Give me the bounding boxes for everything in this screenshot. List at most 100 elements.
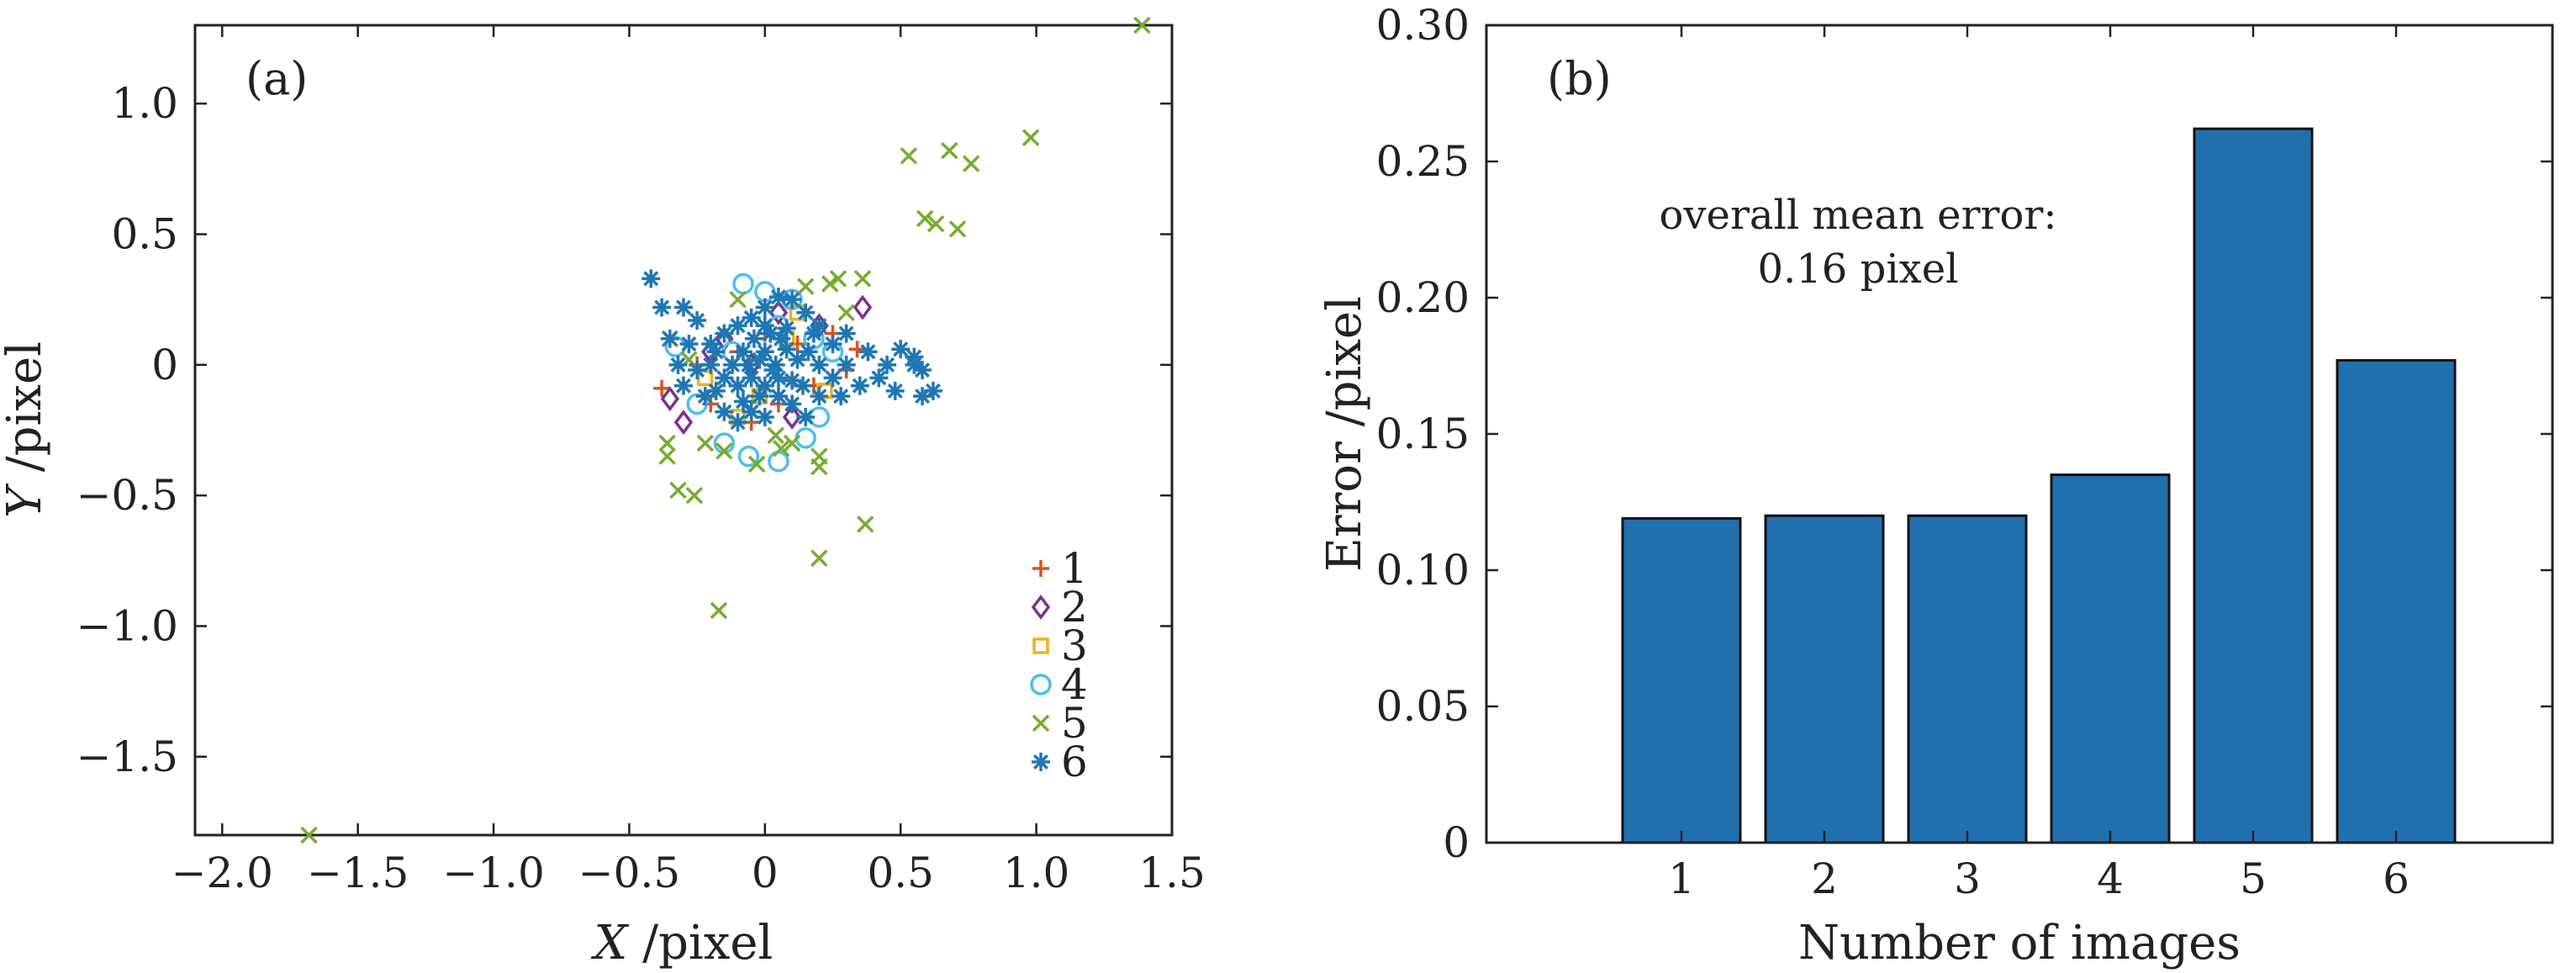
data-point-6 — [701, 334, 721, 353]
x-tick-label: 0.5 — [867, 849, 934, 897]
y-axis-label-b: Error /pixel — [1317, 296, 1372, 572]
data-point-2 — [673, 410, 694, 436]
data-point-5 — [710, 601, 728, 620]
legend-label-5: 5 — [1061, 699, 1088, 748]
legend-label-4: 4 — [1061, 660, 1088, 709]
series-5 — [300, 16, 1151, 844]
x-tick-label: −0.5 — [578, 849, 680, 897]
y-axis-label: Y /pixel — [0, 341, 52, 518]
data-point-6 — [715, 402, 734, 421]
y-tick-label: 0 — [151, 341, 178, 389]
data-point-6 — [641, 269, 661, 288]
data-point-5 — [729, 290, 747, 309]
x-tick-label-b: 3 — [1954, 854, 1981, 903]
data-point-5 — [916, 209, 934, 228]
data-point-5 — [948, 220, 967, 238]
data-point-6 — [715, 368, 734, 388]
data-point-6 — [768, 387, 788, 406]
data-point-6 — [742, 308, 761, 327]
bar-3 — [1907, 514, 2028, 844]
bar-5 — [2193, 127, 2314, 844]
legend-marker-3 — [1032, 637, 1049, 654]
data-point-2 — [660, 386, 680, 412]
x-tick-label: −1.5 — [307, 849, 409, 897]
data-point-5 — [783, 434, 801, 452]
data-point-6 — [742, 368, 761, 388]
data-point-5 — [685, 486, 704, 505]
legend-marker-5 — [1032, 714, 1050, 732]
legend-label-6: 6 — [1061, 738, 1088, 786]
data-point-6 — [715, 324, 734, 343]
data-point-6 — [660, 329, 679, 348]
data-point-5 — [837, 304, 855, 321]
bar-6 — [2336, 359, 2457, 844]
data-point-1 — [848, 341, 866, 358]
data-point-5 — [962, 155, 980, 172]
mean-error-annotation-line2: 0.16 pixel — [1757, 246, 1958, 293]
legend-marker-2 — [1031, 595, 1051, 620]
x-axis-unit: /pixel — [627, 916, 773, 970]
bar-panel: 0 0.05 0.10 0.15 0.20 0.25 0.30 1 2 3 4 5 6 (b) over… — [1317, 1, 2554, 970]
panel-label-a: (a) — [245, 52, 308, 105]
x-tick-label-b: 5 — [2240, 854, 2267, 903]
data-point-6 — [913, 387, 932, 406]
data-point-6 — [777, 319, 796, 338]
data-point-6 — [763, 361, 783, 380]
data-point-6 — [652, 298, 672, 317]
data-point-6 — [772, 329, 791, 348]
x-tick-label-b: 4 — [2097, 854, 2124, 903]
data-point-5 — [658, 434, 676, 452]
data-point-6 — [823, 334, 842, 353]
data-point-5 — [821, 275, 839, 293]
y-tick-label: −1.0 — [77, 601, 178, 650]
data-point-2 — [853, 294, 873, 320]
data-point-6 — [679, 334, 699, 353]
data-point-5 — [696, 434, 715, 452]
data-point-6 — [796, 407, 816, 426]
data-point-6 — [728, 376, 747, 395]
data-point-6 — [688, 311, 707, 331]
y-tick-label: −0.5 — [77, 471, 178, 520]
legend-marker-1 — [1032, 560, 1049, 577]
x-tick-label: −2.0 — [172, 849, 273, 897]
y-tick-label-b: 0.25 — [1376, 137, 1470, 186]
data-point-6 — [905, 355, 924, 374]
data-point-5 — [767, 426, 784, 444]
data-point-6 — [850, 376, 869, 395]
y-tick-label-b: 0.20 — [1376, 273, 1470, 322]
data-point-6 — [674, 376, 693, 395]
data-point-6 — [891, 340, 911, 359]
data-point-4 — [737, 445, 760, 468]
y-tick-label: 1.0 — [111, 79, 178, 128]
y-tick-label: 0.5 — [111, 210, 178, 259]
data-point-5 — [810, 457, 828, 476]
data-point-6 — [885, 381, 905, 400]
y-tick-label-b: 0.10 — [1376, 546, 1470, 595]
x-tick-label: 0 — [752, 849, 779, 897]
legend-marker-4 — [1030, 674, 1052, 695]
data-point-6 — [823, 368, 842, 388]
y-axis-variable: Y — [0, 483, 52, 518]
x-axis-variable: X — [591, 916, 630, 970]
data-point-6 — [783, 394, 802, 414]
data-point-6 — [878, 355, 897, 374]
data-point-4 — [732, 272, 754, 295]
data-point-6 — [858, 342, 878, 362]
data-point-6 — [674, 298, 693, 317]
data-point-6 — [728, 413, 747, 432]
data-point-6 — [837, 324, 856, 343]
scatter-panel: −2.0 −1.5 −1.0 −0.5 0 0.5 1.0 1.5 1.0 0.5 0 −0.5 −1.… — [0, 16, 1206, 970]
bar-4 — [2050, 473, 2171, 844]
y-axis-unit: /pixel — [0, 341, 52, 487]
data-point-6 — [796, 303, 816, 322]
y-tick-label-b: 0 — [1443, 818, 1470, 867]
data-point-6 — [768, 288, 788, 307]
y-tick-label-b: 0.30 — [1376, 1, 1470, 50]
data-point-5 — [772, 440, 790, 457]
data-point-5 — [658, 447, 676, 465]
x-tick-label-b: 2 — [1811, 854, 1838, 903]
data-point-6 — [755, 407, 774, 426]
x-tick-label-b: 1 — [1668, 854, 1695, 903]
data-point-5 — [747, 455, 766, 473]
